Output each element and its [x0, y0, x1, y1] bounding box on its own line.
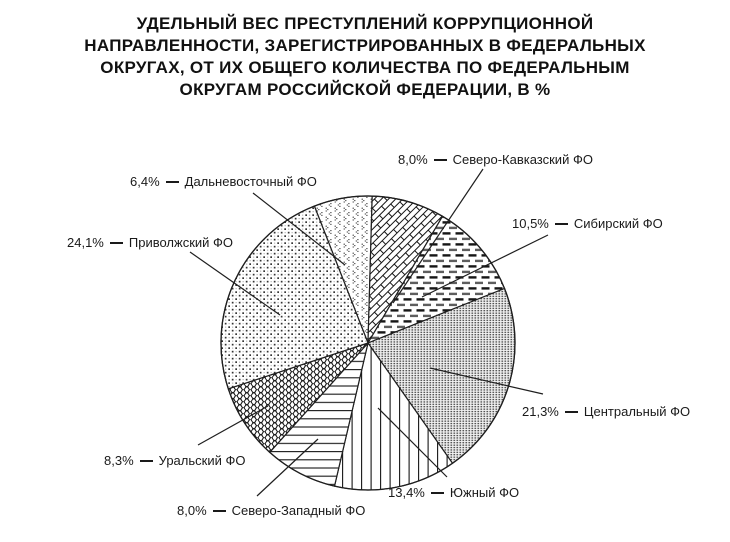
chart-title-line-4: ОКРУГАМ РОССИЙСКОЙ ФЕДЕРАЦИИ, В %	[179, 80, 551, 99]
chart-title-line-1: УДЕЛЬНЫЙ ВЕС ПРЕСТУПЛЕНИЙ КОРРУПЦИОННОЙ	[136, 14, 594, 33]
leader-line-0	[252, 192, 346, 266]
pie-slices	[220, 195, 516, 491]
chart-title-line-3: ОКРУГАХ, ОТ ИХ ОБЩЕГО КОЛИЧЕСТВА ПО ФЕДЕ…	[100, 58, 630, 77]
pie-outline	[220, 195, 516, 491]
leader-line-7	[189, 251, 281, 316]
chart-title-line-2: НАПРАВЛЕННОСТИ, ЗАРЕГИСТРИРОВАННЫХ В ФЕД…	[84, 36, 646, 55]
leader-line-3	[429, 367, 544, 395]
leader-line-1	[392, 168, 484, 304]
leader-line-2	[421, 234, 549, 298]
leader-line-6	[197, 405, 269, 446]
leader-lines	[189, 168, 549, 497]
leader-line-4	[377, 407, 448, 478]
leader-line-5	[256, 438, 319, 497]
chart-title: УДЕЛЬНЫЙ ВЕС ПРЕСТУПЛЕНИЙ КОРРУПЦИОННОЙ …	[0, 13, 730, 101]
